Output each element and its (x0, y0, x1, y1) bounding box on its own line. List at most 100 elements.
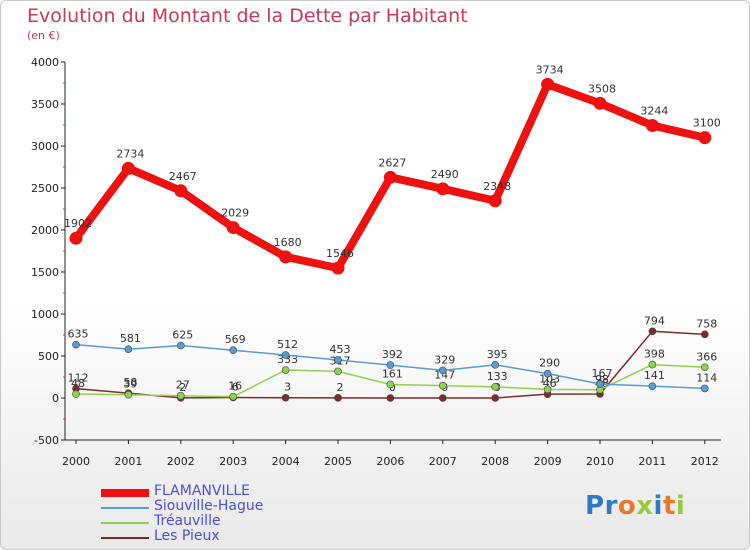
data-point (438, 394, 447, 402)
x-tick-label: 2009 (534, 455, 562, 468)
data-point (174, 184, 188, 198)
data-label: 2 (337, 381, 344, 394)
logo-letter: t (662, 491, 676, 521)
logo-letter: P (585, 491, 605, 521)
data-label: 794 (644, 314, 665, 327)
data-point (386, 380, 395, 389)
data-point (331, 261, 345, 275)
data-point (229, 392, 237, 401)
y-tick-label: 1500 (31, 266, 59, 279)
data-point (124, 390, 133, 399)
data-label: 48 (71, 377, 85, 390)
data-label: 569 (225, 333, 246, 346)
data-label: 161 (382, 367, 403, 380)
data-point (648, 360, 657, 369)
data-label: 2467 (169, 170, 197, 183)
data-point (69, 231, 83, 245)
logo-letter: r (604, 491, 618, 521)
data-label: 2627 (378, 156, 406, 169)
logo-letter: o (617, 491, 637, 521)
data-label: 3508 (588, 82, 616, 95)
data-point (645, 119, 659, 133)
data-label: 398 (644, 348, 665, 361)
proxiti-logo: Proxiti (585, 491, 685, 521)
legend-label: Tréauville (154, 513, 221, 529)
data-point (226, 221, 240, 235)
legend-label: Siouville-Hague (154, 498, 264, 514)
data-label: 2348 (483, 180, 511, 193)
data-point (279, 250, 293, 264)
chart-subtitle: (en €) (27, 29, 60, 42)
data-label: 581 (120, 332, 141, 345)
data-label: 141 (644, 369, 665, 382)
data-label: 758 (696, 317, 717, 330)
y-tick-label: 3500 (31, 98, 59, 111)
x-tick-label: 2001 (114, 455, 142, 468)
data-point (386, 361, 395, 369)
data-label: 3734 (536, 63, 564, 76)
data-label: 114 (696, 371, 717, 384)
data-label: 2029 (221, 207, 249, 220)
data-label: 6 (232, 380, 239, 393)
data-label: 512 (277, 338, 298, 351)
y-tick-label: 2500 (31, 182, 59, 195)
data-label: 3100 (693, 117, 721, 130)
y-tick-label: 500 (38, 350, 59, 363)
y-tick-label: -500 (34, 434, 59, 447)
x-tick-label: 2010 (586, 455, 614, 468)
data-point (334, 367, 342, 376)
y-tick-label: 2000 (31, 224, 59, 237)
y-tick-label: 0 (52, 392, 59, 405)
legend-label: FLAMANVILLE (154, 483, 251, 499)
data-point (177, 341, 185, 350)
data-point (543, 369, 552, 378)
data-label: 329 (434, 353, 455, 366)
data-point (121, 161, 135, 175)
data-label: 27 (176, 379, 190, 392)
legend-swatch (101, 537, 149, 539)
data-point (438, 366, 447, 375)
data-point (700, 330, 709, 339)
x-tick-label: 2012 (691, 455, 719, 468)
data-point (543, 385, 552, 394)
data-label: 39 (123, 378, 137, 391)
data-point (541, 77, 555, 91)
data-point (593, 96, 607, 110)
logo-letter: i (653, 491, 663, 521)
data-label: 3 (284, 381, 291, 394)
logo-letter: x (636, 491, 654, 521)
data-point (281, 393, 290, 402)
data-point (72, 390, 80, 398)
data-label: 366 (696, 350, 717, 363)
data-label: 58 (123, 376, 137, 389)
logo-letter: i (675, 491, 686, 521)
data-point (383, 170, 397, 184)
data-label: 133 (487, 370, 508, 383)
data-label: 625 (172, 329, 193, 342)
data-point (700, 384, 709, 393)
data-label: 16 (228, 380, 242, 393)
data-label: 635 (68, 328, 89, 341)
data-label: 395 (487, 348, 508, 361)
data-point (436, 182, 450, 196)
data-point (334, 394, 342, 402)
data-label: 1546 (326, 247, 354, 260)
data-label: 167 (592, 367, 613, 380)
x-tick-label: 2011 (638, 455, 666, 468)
x-tick-label: 2007 (429, 455, 457, 468)
data-point (491, 394, 500, 402)
data-label: 2734 (116, 147, 144, 160)
y-tick-label: 3000 (31, 140, 59, 153)
data-label: 2490 (431, 168, 459, 181)
data-label: 1902 (64, 217, 92, 230)
data-label: 392 (382, 348, 403, 361)
x-tick-label: 2000 (62, 455, 90, 468)
legend-swatch (101, 507, 149, 509)
data-point (438, 381, 447, 390)
legend-swatch (101, 522, 149, 524)
data-point (488, 194, 502, 208)
data-label: 3244 (640, 105, 668, 118)
data-point (334, 356, 342, 364)
